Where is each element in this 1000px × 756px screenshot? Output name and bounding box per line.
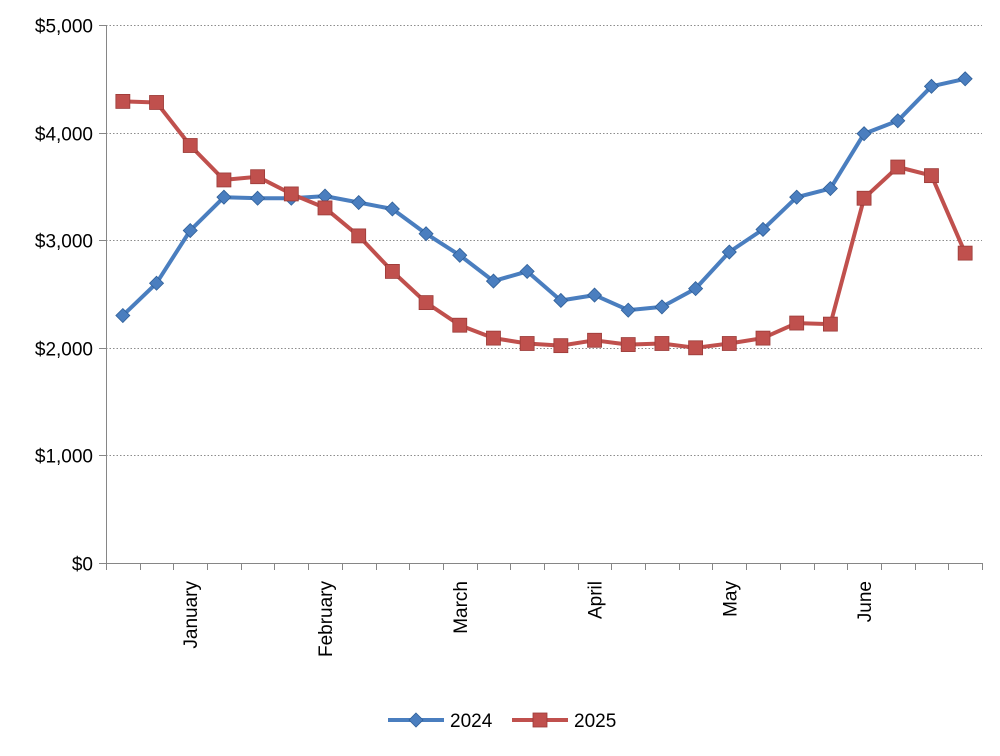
data-point-2024 [688, 281, 704, 297]
legend-item-2025: 2025 [512, 711, 616, 732]
data-point-2025 [654, 336, 670, 351]
data-point-2025 [384, 264, 400, 279]
data-point-2025 [182, 138, 198, 153]
data-point-2024 [553, 292, 569, 309]
x-tick-label: May [720, 581, 741, 617]
legend-marker [532, 712, 548, 728]
y-tick-label: $0 [72, 555, 93, 576]
data-point-2024 [654, 299, 670, 315]
x-tick-label: January [181, 581, 202, 649]
data-point-2024 [148, 275, 165, 291]
data-point-2024 [957, 71, 973, 87]
data-point-2025 [351, 228, 367, 244]
x-axis-tick-labels: January February March April May June [181, 581, 876, 658]
x-tick-label: April [586, 581, 607, 619]
data-point-2025 [688, 340, 704, 356]
data-point-2025 [822, 316, 838, 332]
data-point-2024 [418, 226, 434, 242]
data-point-2024 [384, 201, 400, 217]
data-point-2025 [553, 338, 569, 354]
data-point-2024 [485, 273, 502, 289]
x-tick-label: March [451, 581, 472, 634]
data-point-2025 [890, 159, 906, 175]
y-tick-label: $5,000 [35, 17, 93, 38]
legend-label: 2024 [450, 711, 493, 732]
series-lines [115, 71, 973, 356]
y-axis-tick-labels: $0 $1,000 $2,000 $3,000 $4,000 $5,000 [35, 17, 93, 576]
data-point-2025 [452, 317, 468, 333]
legend-item-2024: 2024 [388, 711, 493, 732]
x-tick-label: June [855, 581, 876, 622]
data-point-2025 [486, 330, 501, 346]
data-point-2024 [923, 78, 940, 94]
y-tick-label: $1,000 [35, 447, 93, 468]
gridlines [106, 25, 982, 456]
data-point-2024 [789, 189, 805, 205]
data-point-2025 [115, 93, 131, 109]
data-point-2024 [182, 222, 198, 239]
y-tick-label: $4,000 [35, 125, 93, 146]
data-point-2025 [620, 337, 636, 352]
data-point-2024 [115, 307, 131, 324]
series-line-2024 [120, 76, 968, 318]
data-point-2024 [890, 113, 906, 129]
axes [99, 25, 983, 570]
data-point-2024 [856, 126, 872, 142]
data-point-2025 [317, 200, 333, 216]
data-point-2025 [216, 172, 232, 188]
data-point-2024 [519, 263, 535, 279]
data-point-2025 [250, 169, 266, 185]
data-point-2024 [250, 190, 266, 206]
series-2024 [115, 71, 973, 324]
series-2025 [115, 93, 973, 356]
data-point-2025 [587, 332, 602, 348]
data-point-2025 [149, 95, 164, 110]
data-point-2025 [418, 295, 434, 311]
y-tick-label: $2,000 [35, 340, 93, 361]
x-tick-label: February [316, 581, 337, 658]
data-point-2024 [721, 244, 737, 260]
data-point-2024 [755, 221, 771, 238]
data-point-2025 [789, 315, 805, 331]
data-point-2025 [856, 190, 872, 206]
data-point-2025 [755, 330, 771, 346]
data-point-2024 [822, 180, 838, 197]
data-point-2024 [216, 189, 232, 205]
data-point-2025 [283, 186, 299, 202]
data-point-2024 [351, 194, 367, 211]
y-tick-label: $3,000 [35, 232, 93, 253]
data-point-2025 [519, 336, 535, 351]
data-point-2024 [620, 302, 636, 318]
data-point-2024 [586, 287, 603, 303]
data-point-2024 [452, 247, 468, 263]
data-point-2025 [957, 245, 973, 261]
legend: 2024 2025 [388, 711, 616, 732]
legend-marker [408, 712, 424, 728]
data-point-2025 [721, 336, 737, 351]
series-line-2025 [120, 99, 968, 350]
legend-label: 2025 [574, 711, 616, 732]
data-point-2025 [924, 168, 939, 184]
